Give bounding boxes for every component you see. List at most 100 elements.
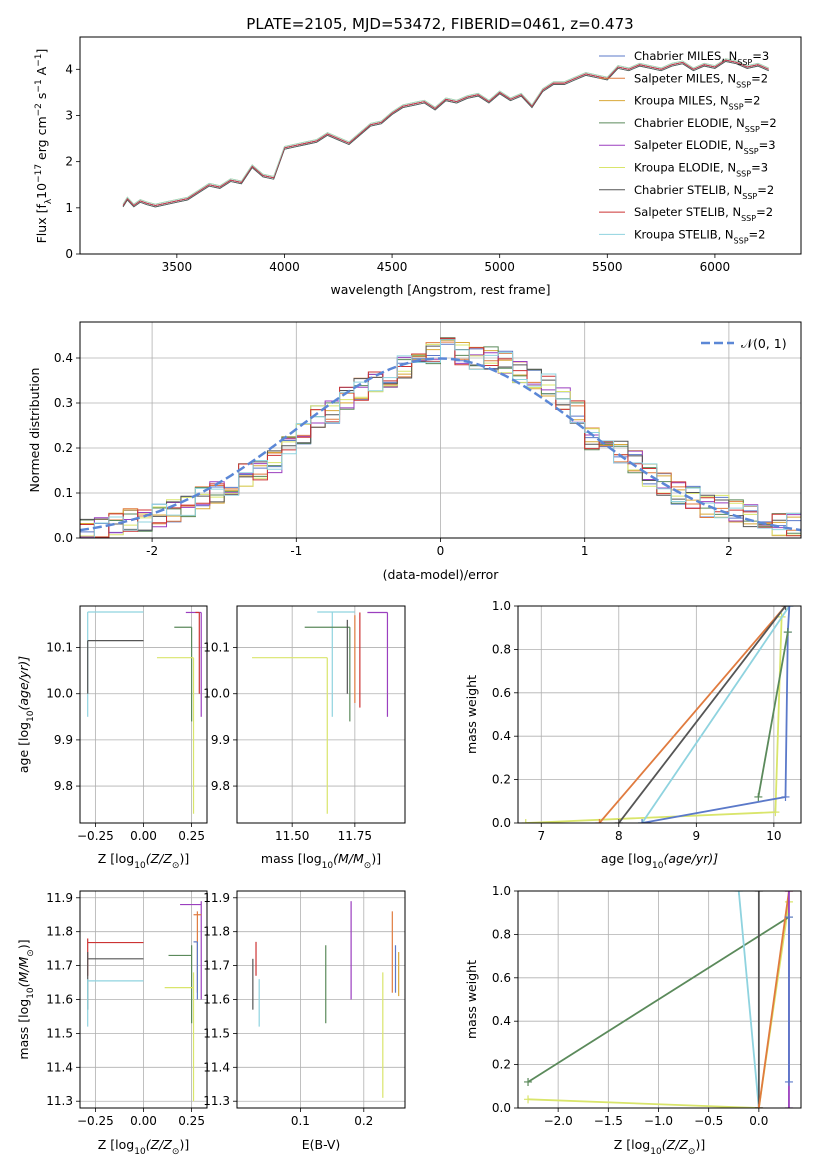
y-tick-label: 9.9 (54, 733, 73, 747)
x-tick-label: −0.25 (77, 1114, 114, 1128)
y-tick-label: 0.0 (54, 531, 73, 545)
x-axis-label: (data-model)/error (383, 567, 500, 582)
y-tick-label: 11.5 (203, 1026, 230, 1040)
y-tick-label: 11.4 (46, 1060, 73, 1074)
figure-title: PLATE=2105, MJD=53472, FIBERID=0461, z=0… (246, 15, 633, 33)
weight-marker (524, 1095, 533, 1104)
y-tick-label: 11.8 (46, 925, 73, 939)
panel-spectrum: 3500 4000 4500 5000 5500 6000 0 1 2 3 4 wavelength … (34, 36, 802, 297)
y-tick-label: 11.9 (203, 891, 230, 905)
y-tick-label: 0.4 (492, 1014, 511, 1028)
weight-marker (614, 819, 623, 823)
weight-marker (754, 1104, 763, 1108)
y-tick-label: 9.8 (211, 779, 230, 793)
weight-marker (784, 1077, 793, 1086)
x-tick-label: −0.5 (694, 1114, 723, 1128)
weight-marker (638, 819, 647, 823)
weight-marker (524, 1077, 533, 1086)
x-tick-label: −0.25 (77, 829, 114, 843)
y-tick-label: 2 (65, 155, 73, 169)
y-tick-label: 10.1 (203, 641, 230, 655)
weight-line (528, 901, 790, 1108)
weight-marker (783, 628, 792, 637)
y-tick-label: 9.9 (211, 733, 230, 747)
panel-weight-vs-age: 7 8 9 10 0.0 0.2 0.4 0.6 0.8 1.0 age [log10(age/yr… (464, 599, 802, 871)
weight-marker (734, 891, 743, 895)
weight-line (618, 606, 787, 823)
y-tick-label: 0 (65, 247, 73, 261)
panel-age-vs-z: −0.25 0.00 0.25 9.8 9.9 10.0 10.1 Z [log10(Z/Z⊙… (16, 605, 208, 871)
x-tick-label: −2.0 (544, 1114, 573, 1128)
x-axis-label: Z [log10(Z/Z⊙)] (614, 1137, 705, 1157)
plot-marks (521, 606, 794, 823)
x-axis-label: Z [log10(Z/Z⊙)] (98, 851, 189, 871)
x-tick-label: 11.75 (338, 829, 372, 843)
legend-entry: Chabrier ELODIE, NSSP=2 (634, 116, 777, 133)
axes-frame (517, 605, 802, 824)
legend-entry: 𝒩(0, 1) (741, 336, 787, 351)
x-tick-label: 0.00 (130, 829, 157, 843)
y-tick-label: 0.2 (54, 441, 73, 455)
x-tick-label: 0.00 (130, 1114, 157, 1128)
weight-marker (784, 891, 793, 895)
y-tick-label: 0.1 (54, 486, 73, 500)
y-axis-label: Flux [fλ10−17 erg cm−2 s−1 A−1] (34, 49, 54, 244)
x-tick-label: 8 (615, 829, 623, 843)
x-tick-label: 0.25 (178, 829, 205, 843)
x-axis-label: wavelength [Angstrom, rest frame] (330, 282, 550, 297)
y-tick-label: 11.7 (203, 959, 230, 973)
panel-weight-vs-z: −2.0 −1.5 −1.0 −0.5 0.0 0.0 0.2 0.4 0.6 0.8 1.0 Z [… (464, 884, 802, 1157)
weight-line (598, 606, 787, 823)
x-axis-label: age [log10(age/yr)] (601, 851, 718, 871)
x-tick-label: 2 (725, 544, 733, 558)
y-tick-label: 11.6 (203, 993, 230, 1007)
legend-entry: Salpeter MILES, NSSP=2 (634, 71, 768, 89)
x-tick-label: 5000 (484, 260, 515, 274)
legend-entry: Chabrier MILES, NSSP=3 (634, 49, 769, 67)
y-tick-label: 11.4 (203, 1060, 230, 1074)
plot-marks (252, 611, 389, 814)
y-tick-label: 0.6 (492, 686, 511, 700)
x-axis-label: E(B-V) (302, 1137, 341, 1152)
weight-marker (754, 792, 763, 801)
legend-entry: Salpeter STELIB, NSSP=2 (634, 205, 773, 223)
y-tick-label: 11.3 (46, 1094, 73, 1108)
y-tick-label: 0.8 (492, 642, 511, 656)
y-axis-label: Normed distribution (27, 368, 42, 493)
y-tick-label: 10.1 (46, 641, 73, 655)
plot-marks (252, 901, 400, 1098)
y-tick-label: 11.9 (46, 891, 73, 905)
y-tick-label: 3 (65, 108, 73, 122)
x-tick-label: 10 (766, 829, 781, 843)
plot-marks (87, 901, 202, 1102)
y-tick-label: 11.3 (203, 1094, 230, 1108)
y-tick-label: 0.8 (492, 927, 511, 941)
x-tick-label: 11.50 (275, 829, 309, 843)
panel-age-vs-mass: 11.50 11.75 9.8 9.9 10.0 10.1 mass [log10(M/M⊙… (203, 605, 406, 871)
legend-entry: Salpeter ELODIE, NSSP=3 (634, 138, 776, 156)
x-tick-label: 0.0 (749, 1114, 768, 1128)
legend-entry: Kroupa STELIB, NSSP=2 (634, 227, 765, 245)
legend-entry: Kroupa ELODIE, NSSP=3 (634, 161, 768, 179)
panel-mass-vs-ebv: 0.1 0.2 11.3 11.4 11.5 11.6 11.7 11.8 11.9 E(B-V) (203, 890, 406, 1152)
axes-frame (236, 605, 406, 824)
plot-marks (87, 611, 202, 814)
x-tick-label: −1.5 (594, 1114, 623, 1128)
plot-area (80, 37, 801, 254)
weight-marker (785, 606, 794, 610)
weight-marker (784, 1104, 793, 1108)
x-tick-label: 6000 (700, 260, 731, 274)
y-axis-label: mass weight (464, 960, 479, 1039)
y-tick-label: 0.6 (492, 971, 511, 985)
y-tick-label: 0.4 (54, 351, 73, 365)
x-tick-label: 1 (581, 544, 589, 558)
spectrum-model-line (122, 59, 769, 207)
x-tick-label: -2 (146, 544, 158, 558)
y-tick-label: 0.3 (54, 396, 73, 410)
weight-marker (754, 891, 763, 895)
y-tick-label: 1.0 (492, 599, 511, 613)
weight-line (757, 891, 790, 1108)
axes-frame (79, 36, 802, 255)
x-tick-label: 0.1 (291, 1114, 310, 1128)
